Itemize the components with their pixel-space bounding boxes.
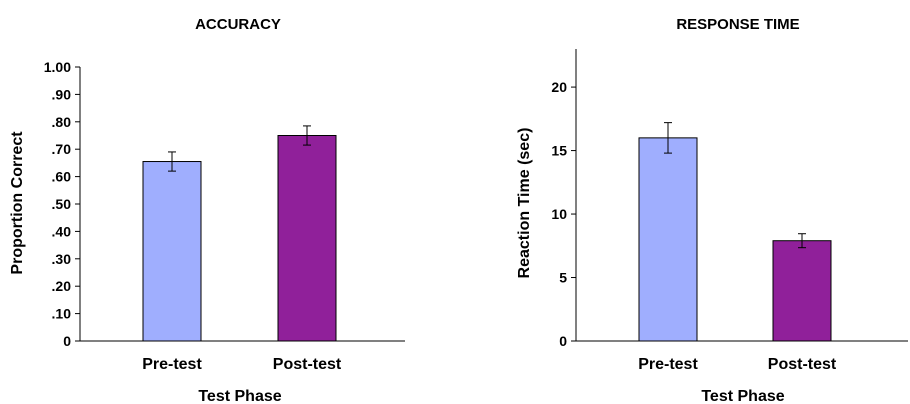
accuracy-chart: ACCURACY Proportion Correct Test Phase 0…	[9, 16, 405, 404]
response-time-chart-x-axis-label: Test Phase	[701, 388, 784, 404]
accuracy-category-label: Pre-test	[142, 356, 202, 373]
response-time-y-tick-label: 15	[551, 143, 567, 159]
accuracy-y-tick-label: .70	[52, 141, 72, 157]
accuracy-y-tick-label: .90	[52, 86, 72, 102]
response-time-y-tick-label: 10	[551, 206, 567, 222]
response-time-chart-y-axis-label: Reaction Time (sec)	[516, 128, 533, 279]
accuracy-y-tick-label: .40	[52, 223, 72, 239]
accuracy-chart-x-axis-label: Test Phase	[198, 388, 281, 404]
response-time-chart: RESPONSE TIME Reaction Time (sec) Test P…	[516, 16, 908, 404]
accuracy-y-tick-label: 1.00	[44, 59, 71, 75]
accuracy-y-tick-label: .30	[52, 251, 72, 267]
accuracy-chart-title: ACCURACY	[195, 16, 281, 33]
response-time-chart-title: RESPONSE TIME	[676, 16, 799, 33]
response-time-bar-pre-test	[638, 137, 698, 342]
accuracy-y-tick-label: .20	[52, 278, 72, 294]
response-time-category-label: Post-test	[768, 356, 837, 373]
accuracy-chart-plot-area: 0 .10 .20 .30 .40 .50 .60 .70 .80 .90 1.00 Pre-test…	[44, 59, 405, 373]
accuracy-category-label: Post-test	[273, 356, 342, 373]
accuracy-bar-post-test	[277, 135, 337, 342]
accuracy-y-tick-label: .60	[52, 169, 72, 185]
response-time-chart-plot-area: 0 5 10 15 20 Pre-test Post-test	[551, 49, 908, 373]
accuracy-chart-y-axis-label: Proportion Correct	[9, 131, 26, 275]
response-time-y-tick-label: 20	[551, 79, 567, 95]
accuracy-y-tick-label: .80	[52, 114, 72, 130]
response-time-y-tick-label: 5	[559, 270, 567, 286]
response-time-bar-post-test	[772, 240, 832, 342]
accuracy-y-tick-label: .10	[52, 306, 72, 322]
accuracy-bar-pre-test	[142, 161, 202, 342]
accuracy-y-tick-label: .50	[52, 196, 72, 212]
response-time-y-tick-label: 0	[559, 333, 567, 349]
accuracy-y-tick-label: 0	[63, 333, 71, 349]
response-time-category-label: Pre-test	[638, 356, 698, 373]
